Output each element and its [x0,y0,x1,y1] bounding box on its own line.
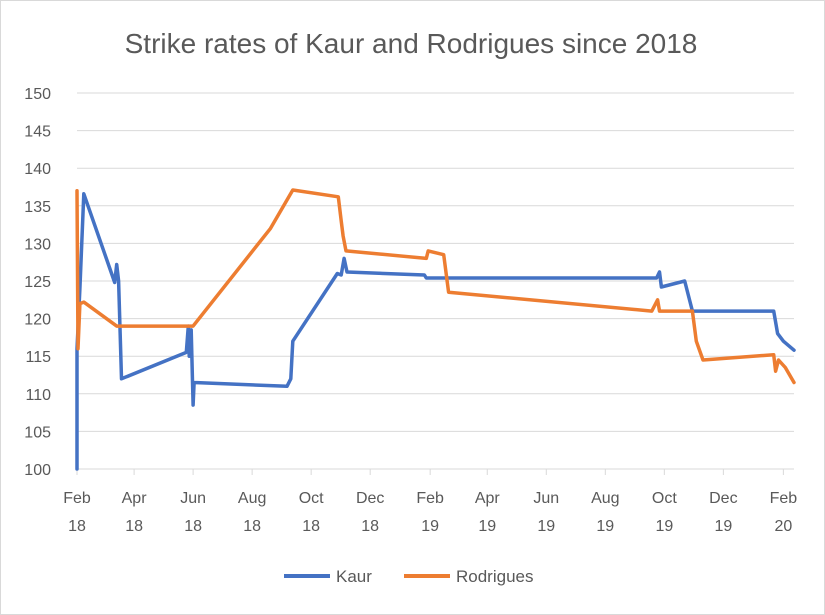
x-tick-label-month: Oct [652,490,677,507]
x-axis-ticks: Feb 18 Apr 18 Jun 18 Aug 18 Oct 18 Dec 18 Feb 19 Apr 19… [63,469,797,535]
y-tick-label: 110 [25,387,51,404]
x-tick-label-month: Oct [299,490,324,507]
x-tick-label-year: 18 [184,518,202,535]
x-tick-label-year: 19 [714,518,732,535]
x-tick-label-month: Aug [238,490,266,507]
y-tick-label: 140 [24,161,51,178]
x-tick-label-month: Dec [356,490,384,507]
legend: Kaur Rodrigues [284,567,534,586]
series-lines [75,188,796,471]
y-axis-ticks: 100 105 110 115 120 125 130 135 140 145 150 [24,86,51,479]
series-line-rodrigues [75,188,796,385]
x-tick-label-month: Apr [475,490,501,507]
x-tick-label-year: 18 [302,518,320,535]
x-tick-label-year: 19 [478,518,496,535]
x-tick-label-month: Feb [416,490,444,507]
x-tick-label-month: Dec [709,490,737,507]
x-tick-label-month: Apr [122,490,148,507]
x-tick-label-year: 18 [125,518,143,535]
x-tick-label-year: 20 [774,518,792,535]
x-tick-label-month: Jun [180,490,206,507]
legend-label-rodrigues: Rodrigues [456,567,534,586]
x-tick-label-month: Feb [770,490,798,507]
x-tick-label-year: 19 [421,518,439,535]
y-tick-label: 135 [24,199,51,216]
x-tick-label-month: Aug [591,490,619,507]
x-tick-label-year: 19 [537,518,555,535]
x-tick-label-year: 19 [655,518,673,535]
y-tick-label: 150 [24,86,51,103]
y-tick-label: 145 [24,124,51,141]
x-tick-label-year: 18 [243,518,261,535]
x-tick-label-year: 19 [596,518,614,535]
chart-title: Strike rates of Kaur and Rodrigues since… [125,28,698,59]
x-tick-label-month: Jun [533,490,559,507]
x-tick-label-year: 18 [361,518,379,535]
y-tick-label: 120 [24,312,51,329]
y-tick-label: 115 [25,349,51,366]
gridlines [77,92,794,432]
x-tick-label-year: 18 [68,518,86,535]
y-tick-label: 125 [24,274,51,291]
y-tick-label: 100 [24,462,51,479]
y-tick-label: 105 [24,424,51,441]
legend-label-kaur: Kaur [336,567,372,586]
x-tick-label-month: Feb [63,490,91,507]
y-tick-label: 130 [24,236,51,253]
series-line-kaur [75,192,796,471]
